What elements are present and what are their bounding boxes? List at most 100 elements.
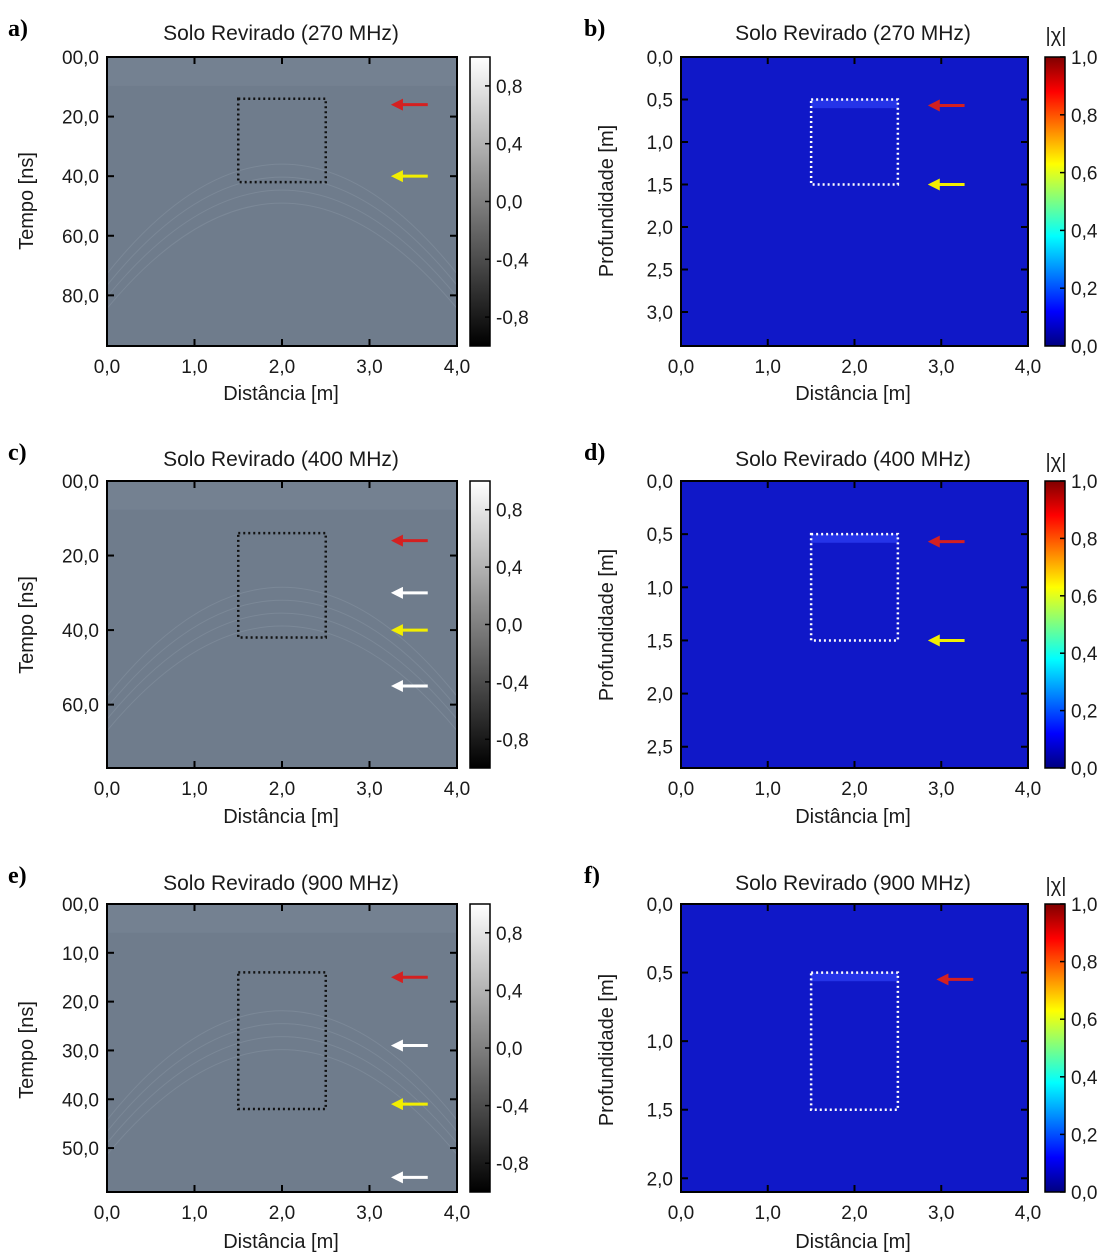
x-axis-label: Distância [m] xyxy=(795,806,911,828)
hyperbola-reflection xyxy=(106,1036,458,1144)
x-tick-label: 4,0 xyxy=(1015,779,1041,800)
hyperbola-reflection xyxy=(106,586,458,697)
colorbar: 1,0 0,8 0,6 0,4 0,2 0,0 xyxy=(1044,895,1098,1204)
x-axis-label: Distância [m] xyxy=(223,1231,339,1253)
target-region-box xyxy=(809,532,900,642)
hyperbola-reflection xyxy=(106,1023,458,1132)
plot-background xyxy=(107,904,457,1192)
panel-letter: a) xyxy=(8,16,28,42)
colorbar-tick-label: 0,6 xyxy=(1071,587,1097,608)
plot-background xyxy=(681,481,1028,768)
plot-area: 0,0 1,0 2,0 3,0 4,0 00,0 10,0 20,0 30,0 40,0 50,0 xyxy=(62,895,470,1224)
anomaly-band xyxy=(811,534,898,543)
hyperbola-reflection xyxy=(106,189,458,298)
colorbar: 1,0 0,8 0,6 0,4 0,2 0,0 xyxy=(1044,48,1098,358)
x-tick-label: 1,0 xyxy=(755,357,781,378)
x-tick-label: 3,0 xyxy=(356,357,382,378)
colorbar-tick-label: 0,8 xyxy=(496,77,522,98)
colorbar-tick-label: 0,0 xyxy=(1071,337,1097,358)
colorbar-tick-label: 0,0 xyxy=(496,1039,522,1060)
hyperbola-reflection xyxy=(106,202,458,309)
x-tick-label: 2,0 xyxy=(269,779,295,800)
y-tick-label: 2,0 xyxy=(647,218,673,239)
target-region-box xyxy=(809,971,900,1111)
y-tick-label: 0,0 xyxy=(647,48,673,69)
x-tick-label: 0,0 xyxy=(668,1203,694,1224)
plot-area: 0,0 1,0 2,0 3,0 4,0 0,0 0,5 1,0 1,5 2,0 2,5 3,0 xyxy=(647,48,1042,378)
colorbar-tick-label: 0,2 xyxy=(1071,279,1097,300)
anomaly-band xyxy=(811,99,898,109)
colorbar-label: |χ| xyxy=(1046,25,1067,47)
x-tick-label: 1,0 xyxy=(181,1203,207,1224)
plot-area: 0,0 1,0 2,0 3,0 4,0 0,0 0,5 1,0 1,5 2,0 xyxy=(647,895,1042,1224)
panel-f: f) Solo Revirado (900 MHz) Distância [m]… xyxy=(584,863,1098,1253)
y-tick-label: 0,5 xyxy=(647,91,673,112)
panel-a: a) Solo Revirado (270 MHz) Distância [m]… xyxy=(8,16,529,405)
x-tick-label: 0,0 xyxy=(668,357,694,378)
x-tick-label: 2,0 xyxy=(841,357,867,378)
hyperbola-reflection xyxy=(106,163,458,275)
chart-title: Solo Revirado (400 MHz) xyxy=(735,448,971,471)
colorbar-tick-label: 1,0 xyxy=(1071,895,1097,916)
y-axis-label: Profundidade [m] xyxy=(596,125,618,277)
y-tick-label: 0,0 xyxy=(647,472,673,493)
x-tick-label: 1,0 xyxy=(755,779,781,800)
colorbar-tick-label: 0,4 xyxy=(1071,1068,1098,1089)
x-tick-label: 2,0 xyxy=(269,1203,295,1224)
x-axis-label: Distância [m] xyxy=(795,1231,911,1253)
colorbar-tick-label: -0,8 xyxy=(496,308,529,329)
y-axis-label: Tempo [ns] xyxy=(16,576,38,674)
colorbar-tick-label: -0,4 xyxy=(496,250,529,271)
x-tick-label: 4,0 xyxy=(444,1203,470,1224)
y-tick-label: 0,5 xyxy=(647,525,673,546)
colorbar-label: |χ| xyxy=(1046,451,1067,473)
target-region-box xyxy=(237,971,327,1111)
y-tick-label: 20,0 xyxy=(62,547,99,568)
x-tick-label: 2,0 xyxy=(269,357,295,378)
x-tick-label: 1,0 xyxy=(181,357,207,378)
target-region-box xyxy=(237,97,327,184)
hyperbola-reflection xyxy=(106,612,458,720)
colorbar-tick-label: 0,0 xyxy=(496,616,522,637)
y-tick-label: 00,0 xyxy=(62,48,99,69)
y-tick-label: 00,0 xyxy=(62,472,99,493)
y-tick-label: 1,0 xyxy=(647,1032,673,1053)
colorbar-tick-label: -0,4 xyxy=(496,1097,529,1118)
y-tick-label: 60,0 xyxy=(62,696,99,717)
y-axis-label: Tempo [ns] xyxy=(16,152,38,250)
colorbar-tick-label: 0,0 xyxy=(1071,759,1097,780)
x-tick-label: 2,0 xyxy=(841,1203,867,1224)
y-tick-label: 0,5 xyxy=(647,964,673,985)
y-tick-label: 1,5 xyxy=(647,631,673,652)
x-tick-label: 3,0 xyxy=(356,1203,382,1224)
colorbar-tick-label: -0,8 xyxy=(496,1154,529,1175)
y-tick-label: 10,0 xyxy=(62,944,99,965)
panel-letter: d) xyxy=(584,440,605,466)
y-tick-label: 1,5 xyxy=(647,1101,673,1122)
colorbar-tick-label: 0,0 xyxy=(1071,1183,1097,1204)
colorbar-tick-label: 0,8 xyxy=(496,924,522,945)
colorbar: 0,8 0,4 0,0 -0,4 -0,8 xyxy=(469,56,529,347)
y-tick-label: 00,0 xyxy=(62,895,99,916)
plot-background xyxy=(681,904,1028,1192)
panel-c: c) Solo Revirado (400 MHz) Distância [m]… xyxy=(8,440,529,828)
x-axis-label: Distância [m] xyxy=(223,806,339,828)
x-tick-label: 2,0 xyxy=(841,779,867,800)
y-tick-label: 2,5 xyxy=(647,738,673,759)
plot-background xyxy=(107,481,457,768)
y-tick-label: 2,5 xyxy=(647,261,673,282)
x-tick-label: 0,0 xyxy=(94,779,120,800)
panel-e: e) Solo Revirado (900 MHz) Distância [m]… xyxy=(8,863,529,1253)
panel-letter: f) xyxy=(584,863,600,889)
y-tick-label: 30,0 xyxy=(62,1041,99,1062)
x-tick-label: 3,0 xyxy=(356,779,382,800)
colorbar-tick-label: 1,0 xyxy=(1071,472,1097,493)
y-tick-label: 40,0 xyxy=(62,621,99,642)
chart-title: Solo Revirado (270 MHz) xyxy=(163,22,399,45)
colorbar-tick-label: 0,4 xyxy=(1071,221,1098,242)
panel-b: b) Solo Revirado (270 MHz) Distância [m]… xyxy=(584,16,1098,405)
colorbar-tick-label: 0,6 xyxy=(1071,164,1097,185)
y-tick-label: 80,0 xyxy=(62,286,99,307)
panel-letter: e) xyxy=(8,863,27,889)
